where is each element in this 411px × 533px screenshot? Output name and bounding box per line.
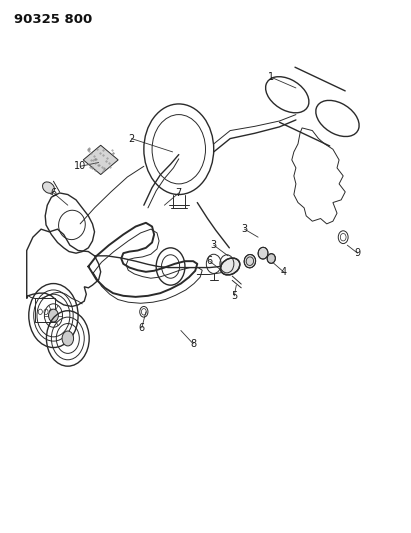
Text: 7: 7 [175,188,182,198]
Ellipse shape [42,182,55,193]
Text: 6: 6 [51,188,56,198]
Text: 5: 5 [231,291,238,301]
Text: 4: 4 [281,267,286,277]
Text: 9: 9 [355,248,360,258]
Circle shape [48,309,58,322]
Text: 3: 3 [242,224,247,234]
Text: 90325 800: 90325 800 [14,13,92,26]
Text: 1: 1 [268,72,274,82]
Text: 2: 2 [128,134,135,143]
Text: 10: 10 [74,161,86,171]
Text: 8: 8 [190,339,196,349]
Circle shape [62,331,74,346]
Ellipse shape [258,247,268,259]
Ellipse shape [220,258,240,275]
Text: 6: 6 [207,256,212,266]
Text: 6: 6 [139,323,145,333]
Ellipse shape [267,254,275,263]
Polygon shape [83,146,118,175]
Ellipse shape [244,254,256,268]
Text: 3: 3 [211,240,217,250]
